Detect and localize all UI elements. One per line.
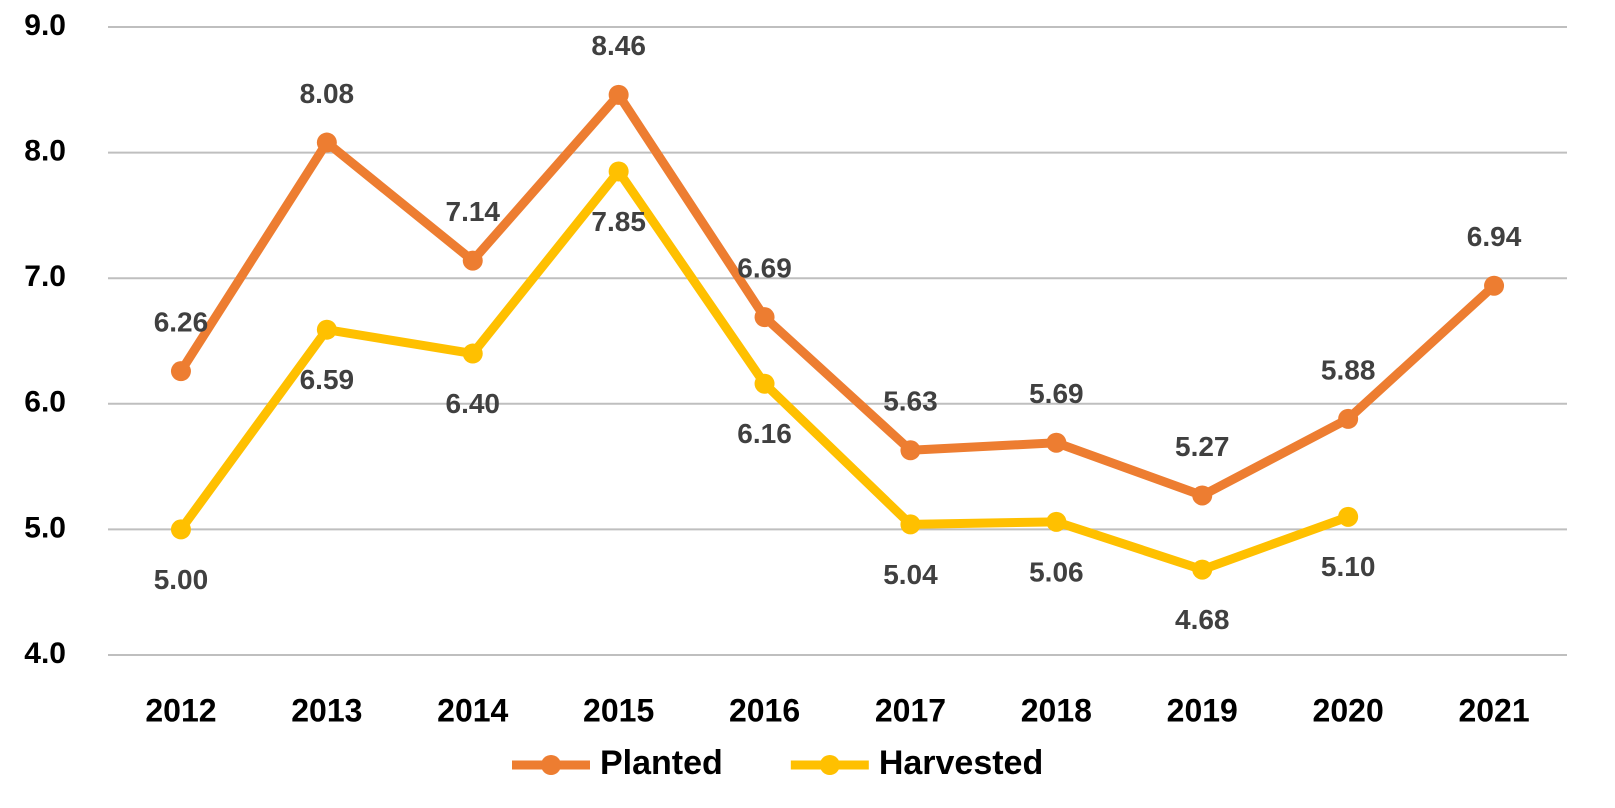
x-tick-label: 2014 xyxy=(437,692,508,728)
data-point xyxy=(462,343,483,364)
data-point xyxy=(900,514,921,535)
data-point xyxy=(608,161,629,182)
y-tick-label: 4.0 xyxy=(24,637,66,670)
y-tick-label: 6.0 xyxy=(24,386,66,419)
data-label: 8.08 xyxy=(300,78,355,109)
x-tick-label: 2019 xyxy=(1167,692,1238,728)
x-tick-label: 2015 xyxy=(583,692,654,728)
series-line xyxy=(177,90,1498,500)
x-tick-label: 2017 xyxy=(875,692,946,728)
data-point xyxy=(462,250,483,271)
x-tick-label: 2021 xyxy=(1458,692,1529,728)
data-label: 8.46 xyxy=(591,30,646,61)
data-point xyxy=(608,84,629,105)
data-label: 5.69 xyxy=(1029,378,1084,409)
data-label: 5.06 xyxy=(1029,556,1084,587)
x-tick-label: 2020 xyxy=(1313,692,1384,728)
data-label: 5.04 xyxy=(883,559,938,590)
y-tick-label: 9.0 xyxy=(24,9,66,42)
data-label: 4.68 xyxy=(1175,604,1230,635)
data-label: 7.85 xyxy=(591,206,646,237)
data-label: 6.59 xyxy=(300,364,355,395)
data-point xyxy=(316,319,337,340)
legend-label: Harvested xyxy=(879,744,1043,782)
x-tick-label: 2012 xyxy=(145,692,216,728)
data-point xyxy=(170,519,191,540)
data-point xyxy=(1484,275,1505,296)
legend-label: Planted xyxy=(600,744,723,782)
y-tick-label: 7.0 xyxy=(24,260,66,293)
series-line xyxy=(177,166,1350,575)
data-label: 5.10 xyxy=(1321,551,1376,582)
y-tick-label: 5.0 xyxy=(24,511,66,544)
data-point xyxy=(316,132,337,153)
data-point xyxy=(900,440,921,461)
data-label: 6.94 xyxy=(1467,221,1522,252)
data-label: 5.63 xyxy=(883,386,938,417)
x-tick-label: 2013 xyxy=(291,692,362,728)
data-point xyxy=(1046,432,1067,453)
data-label: 5.88 xyxy=(1321,354,1376,385)
y-tick-label: 8.0 xyxy=(24,135,66,168)
legend-marker xyxy=(541,755,561,775)
data-point xyxy=(1046,511,1067,532)
legend-marker xyxy=(819,755,840,775)
data-point xyxy=(1192,559,1213,580)
data-point xyxy=(754,307,775,328)
data-point xyxy=(1338,506,1359,527)
data-label: 5.00 xyxy=(154,564,209,595)
x-tick-label: 2018 xyxy=(1021,692,1092,728)
data-point xyxy=(170,361,191,382)
x-tick-label: 2016 xyxy=(729,692,800,728)
data-label: 6.40 xyxy=(446,388,501,419)
data-label: 6.69 xyxy=(737,253,792,284)
data-label: 5.27 xyxy=(1175,431,1230,462)
data-point xyxy=(1192,485,1213,506)
data-point xyxy=(754,373,775,394)
data-label: 6.26 xyxy=(154,307,209,338)
data-label: 6.16 xyxy=(737,418,792,449)
data-point xyxy=(1338,408,1359,429)
data-label: 7.14 xyxy=(446,196,501,227)
